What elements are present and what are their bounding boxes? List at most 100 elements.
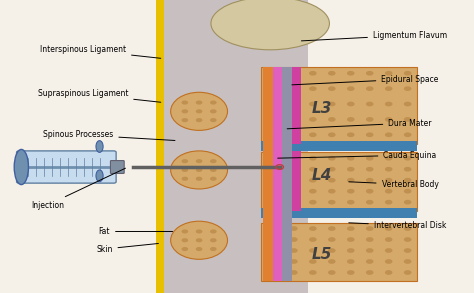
Circle shape <box>290 156 298 161</box>
Circle shape <box>347 248 355 253</box>
Circle shape <box>290 270 298 275</box>
Text: Ligmentum Flavum: Ligmentum Flavum <box>301 31 447 41</box>
Circle shape <box>196 118 202 122</box>
Circle shape <box>347 102 355 106</box>
Ellipse shape <box>171 92 228 130</box>
Circle shape <box>404 189 411 193</box>
Circle shape <box>385 86 392 91</box>
Circle shape <box>271 200 279 205</box>
Circle shape <box>404 248 411 253</box>
Circle shape <box>385 248 392 253</box>
Circle shape <box>290 86 298 91</box>
Circle shape <box>385 117 392 122</box>
Circle shape <box>404 270 411 275</box>
Circle shape <box>404 259 411 264</box>
Text: Intervertebral Disk: Intervertebral Disk <box>349 221 446 230</box>
Circle shape <box>271 102 279 106</box>
Circle shape <box>404 86 411 91</box>
Circle shape <box>182 229 188 234</box>
Circle shape <box>196 168 202 172</box>
Circle shape <box>210 100 217 105</box>
Circle shape <box>347 270 355 275</box>
Circle shape <box>404 167 411 172</box>
Text: Vertebral Body: Vertebral Body <box>349 180 438 189</box>
Circle shape <box>328 71 336 76</box>
Circle shape <box>328 86 336 91</box>
Circle shape <box>366 117 374 122</box>
Ellipse shape <box>14 149 28 185</box>
Circle shape <box>196 159 202 163</box>
Polygon shape <box>261 67 417 144</box>
Circle shape <box>366 200 374 205</box>
Circle shape <box>182 100 188 105</box>
Polygon shape <box>261 223 417 281</box>
Circle shape <box>328 132 336 137</box>
Text: L5: L5 <box>312 247 332 263</box>
Text: Injection: Injection <box>31 168 126 209</box>
Circle shape <box>271 189 279 193</box>
FancyBboxPatch shape <box>17 151 116 183</box>
Text: Cauda Equina: Cauda Equina <box>278 151 437 160</box>
Circle shape <box>347 117 355 122</box>
Circle shape <box>385 156 392 161</box>
Circle shape <box>210 238 217 242</box>
Circle shape <box>271 86 279 91</box>
Text: Interspinous Ligament: Interspinous Ligament <box>40 45 161 58</box>
Circle shape <box>385 102 392 106</box>
Circle shape <box>290 117 298 122</box>
Polygon shape <box>263 67 274 281</box>
Circle shape <box>196 247 202 251</box>
Circle shape <box>196 109 202 113</box>
Circle shape <box>309 132 317 137</box>
Circle shape <box>366 167 374 172</box>
Circle shape <box>196 177 202 181</box>
Polygon shape <box>292 151 301 211</box>
Text: Skin: Skin <box>96 243 158 253</box>
Text: Spinous Processes: Spinous Processes <box>43 130 175 140</box>
Polygon shape <box>273 67 282 281</box>
Polygon shape <box>156 0 164 293</box>
Circle shape <box>290 132 298 137</box>
Circle shape <box>385 270 392 275</box>
Circle shape <box>290 71 298 76</box>
Circle shape <box>309 102 317 106</box>
Circle shape <box>271 117 279 122</box>
Circle shape <box>347 237 355 242</box>
Circle shape <box>366 259 374 264</box>
Circle shape <box>210 118 217 122</box>
Circle shape <box>196 229 202 234</box>
Circle shape <box>404 200 411 205</box>
Polygon shape <box>164 0 308 293</box>
Circle shape <box>366 226 374 231</box>
Circle shape <box>385 226 392 231</box>
Circle shape <box>290 259 298 264</box>
Circle shape <box>385 259 392 264</box>
Circle shape <box>309 237 317 242</box>
Circle shape <box>366 270 374 275</box>
Circle shape <box>385 200 392 205</box>
Circle shape <box>271 237 279 242</box>
Circle shape <box>309 248 317 253</box>
Circle shape <box>182 238 188 242</box>
Circle shape <box>404 226 411 231</box>
Circle shape <box>309 178 317 183</box>
Circle shape <box>404 117 411 122</box>
Circle shape <box>210 247 217 251</box>
Circle shape <box>366 132 374 137</box>
Circle shape <box>347 86 355 91</box>
Circle shape <box>366 156 374 161</box>
Text: Epidural Space: Epidural Space <box>292 75 439 85</box>
Circle shape <box>347 259 355 264</box>
Circle shape <box>404 102 411 106</box>
Circle shape <box>210 109 217 113</box>
Circle shape <box>347 167 355 172</box>
Circle shape <box>404 178 411 183</box>
Circle shape <box>271 178 279 183</box>
Circle shape <box>366 102 374 106</box>
Circle shape <box>328 189 336 193</box>
Text: L3: L3 <box>312 101 332 116</box>
Circle shape <box>182 247 188 251</box>
Circle shape <box>347 132 355 137</box>
Circle shape <box>290 167 298 172</box>
Ellipse shape <box>171 151 228 189</box>
